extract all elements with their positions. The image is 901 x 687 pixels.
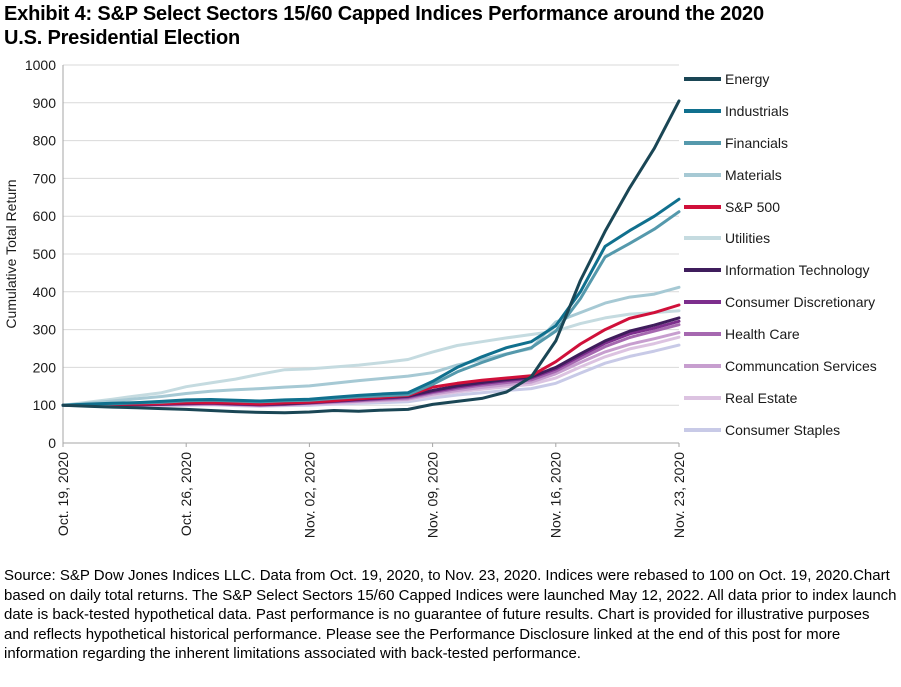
y-tick-label: 100 <box>33 397 57 413</box>
legend-item-consumer-staples: Consumer Staples <box>684 414 877 446</box>
legend-item-real-estate: Real Estate <box>684 382 877 414</box>
series-line-financials <box>61 210 681 407</box>
axes <box>62 65 680 447</box>
series-line-energy <box>61 99 681 415</box>
legend-swatch-consumer-staples <box>684 427 721 432</box>
chart-title-line1: Exhibit 4: S&P Select Sectors 15/60 Capp… <box>4 3 764 25</box>
legend-swatch-financials <box>684 140 721 145</box>
legend-item-financials: Financials <box>684 127 877 159</box>
x-tick-label: Oct. 26, 2020 <box>178 452 194 536</box>
legend-swatch-health-care <box>684 332 721 337</box>
y-tick-label: 700 <box>33 170 57 186</box>
y-tick-label: 500 <box>33 246 57 262</box>
y-tick-label: 600 <box>33 208 57 224</box>
legend-label-energy: Energy <box>725 70 770 87</box>
legend-label-industrials: Industrials <box>725 102 789 119</box>
legend-label-materials: Materials <box>725 166 782 183</box>
legend-label-health-care: Health Care <box>725 326 800 343</box>
legend-swatch-information-technology <box>684 268 721 273</box>
series-lines <box>61 99 681 415</box>
legend-swatch-real-estate <box>684 395 721 400</box>
y-tick-labels: 0 100 200 300 400 500 600 700 800 900 1000 <box>25 57 56 451</box>
y-tick-label: 0 <box>48 435 56 451</box>
y-tick-label: 1000 <box>25 57 56 73</box>
legend-label-real-estate: Real Estate <box>725 389 798 406</box>
y-tick-label: 400 <box>33 284 57 300</box>
legend-item-materials: Materials <box>684 159 877 191</box>
legend-swatch-communcation-services <box>684 363 721 368</box>
y-tick-label: 200 <box>33 359 57 375</box>
x-tick-label: Nov. 09, 2020 <box>425 452 441 538</box>
legend-label-utilities: Utilities <box>725 230 771 247</box>
legend-label-financials: Financials <box>725 134 789 151</box>
legend-item-consumer-discretionary: Consumer Discretionary <box>684 286 877 318</box>
legend-item-industrials: Industrials <box>684 95 877 127</box>
legend-label-communcation-services: Communcation Services <box>725 357 877 374</box>
line-chart-plot: 0 100 200 300 400 500 600 700 800 900 1000 Cumulati… <box>3 57 687 538</box>
series-line-s-p-500 <box>61 303 681 407</box>
chart-title-line2: U.S. Presidential Election <box>4 27 240 49</box>
y-axis-title: Cumulative Total Return <box>3 179 19 328</box>
x-tick-label: Nov. 23, 2020 <box>671 452 687 538</box>
legend-item-utilities: Utilities <box>684 222 877 254</box>
source-note: Source: S&P Dow Jones Indices LLC. Data … <box>4 567 897 662</box>
legend-label-consumer-staples: Consumer Staples <box>725 421 841 438</box>
x-tick-label: Nov. 16, 2020 <box>548 452 564 538</box>
series-line-industrials <box>61 197 681 407</box>
legend-label-consumer-discretionary: Consumer Discretionary <box>725 294 876 311</box>
legend-label-information-technology: Information Technology <box>725 262 870 279</box>
x-tick-label: Oct. 19, 2020 <box>55 452 71 536</box>
legend-item-s-p-500: S&P 500 <box>684 191 877 223</box>
legend-swatch-industrials <box>684 108 721 113</box>
x-tick-labels: Oct. 19, 2020 Oct. 26, 2020 Nov. 02, 2020 N… <box>55 452 687 538</box>
legend-swatch-utilities <box>684 236 721 241</box>
legend-swatch-materials <box>684 172 721 177</box>
legend-item-energy: Energy <box>684 63 877 95</box>
legend-item-health-care: Health Care <box>684 318 877 350</box>
series-line-materials <box>61 285 681 407</box>
y-tick-label: 300 <box>33 322 57 338</box>
chart-legend: Energy Industrials Financials Materials S&P … <box>684 63 877 446</box>
legend-swatch-energy <box>684 76 721 81</box>
chart-title: Exhibit 4: S&P Select Sectors 15/60 Capp… <box>4 2 764 50</box>
y-tick-label: 800 <box>33 133 57 149</box>
series-line-utilities <box>61 309 681 407</box>
legend-item-information-technology: Information Technology <box>684 254 877 286</box>
legend-label-s-p-500: S&P 500 <box>725 198 781 215</box>
legend-item-communcation-services: Communcation Services <box>684 350 877 382</box>
x-tick-label: Nov. 02, 2020 <box>301 452 317 538</box>
legend-swatch-s-p-500 <box>684 204 721 209</box>
legend-swatch-consumer-discretionary <box>684 300 721 305</box>
y-tick-label: 900 <box>33 95 57 111</box>
